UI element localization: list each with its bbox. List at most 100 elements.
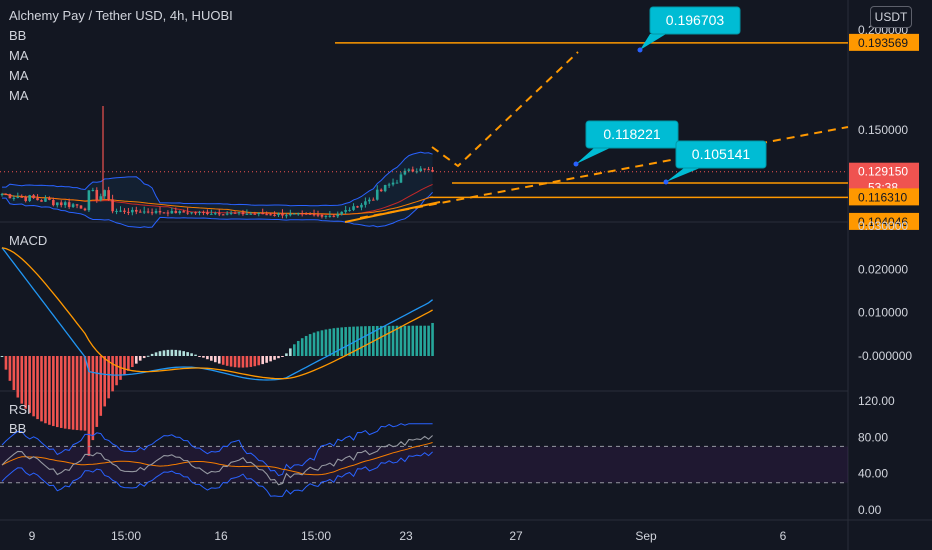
rsi-pane[interactable] — [0, 423, 848, 497]
macd-histogram-bar — [56, 356, 59, 428]
rsi-line — [1, 435, 433, 486]
macd-histogram-bar — [328, 328, 332, 356]
price-callout[interactable] — [649, 6, 741, 35]
level-price-tag[interactable] — [849, 33, 919, 51]
candle-body — [71, 204, 75, 207]
macd-histogram-bar — [352, 326, 355, 356]
macd-histogram-bar — [24, 356, 27, 409]
level-price-tag[interactable] — [849, 212, 919, 230]
candle-body — [261, 212, 264, 215]
price-callout[interactable] — [585, 120, 679, 149]
candle-body — [12, 197, 16, 199]
candle-body — [59, 202, 63, 206]
candle-body — [174, 210, 178, 214]
macd-histogram-bar — [44, 356, 47, 424]
macd-histogram-bar — [190, 353, 193, 356]
macd-histogram-bar — [162, 350, 166, 356]
price-callout-label[interactable]: 0.118221 — [603, 126, 661, 142]
price-callout-label[interactable]: 0.196703 — [666, 12, 725, 28]
price-pane[interactable] — [0, 106, 848, 229]
candle-body — [273, 214, 276, 216]
trendline-projection[interactable] — [359, 126, 849, 219]
candle-body — [44, 198, 47, 202]
macd-histogram-bar — [150, 353, 154, 356]
candle-body — [182, 211, 185, 213]
macd-histogram-bar — [375, 325, 379, 356]
candle-body — [293, 213, 296, 215]
candle-body — [79, 205, 83, 209]
annotations[interactable]: 0.196703 0.118221 0.105141 — [335, 6, 849, 223]
candle-body — [210, 213, 213, 215]
rsi-band-fill — [0, 446, 848, 483]
macd-histogram-bar — [364, 326, 367, 356]
candle-body — [277, 213, 280, 216]
macd-histogram-bar — [4, 356, 8, 370]
candle-body — [91, 189, 95, 191]
macd-tick-label: -0.000000 — [858, 349, 912, 363]
candle-body — [348, 209, 351, 211]
candle-body — [221, 214, 225, 216]
rsi-title[interactable]: RSI — [9, 402, 31, 417]
price-callout[interactable] — [675, 140, 767, 169]
macd-histogram-bar — [407, 325, 411, 356]
time-axis[interactable]: 9 15:00 16 15:00 23 27 Sep 6 — [29, 529, 787, 543]
macd-pane[interactable] — [0, 247, 434, 456]
candle-body — [8, 194, 12, 199]
macd-histogram-bar — [166, 349, 170, 356]
candle-body — [344, 210, 347, 212]
candle-body — [289, 213, 292, 216]
candle-body — [115, 210, 118, 212]
macd-histogram-bar — [336, 327, 340, 356]
macd-histogram-bar — [75, 356, 79, 431]
currency-button[interactable]: USDT — [870, 6, 912, 28]
current-price-value: 0.129150 — [858, 165, 908, 179]
rsi-ma-line — [1, 442, 433, 476]
macd-histogram-bar — [249, 356, 253, 367]
macd-histogram-bar — [233, 356, 237, 368]
candle-body — [387, 184, 391, 186]
rsi-bb-label[interactable]: BB — [9, 421, 27, 436]
candle-body — [375, 189, 379, 200]
macd-histogram-bar — [127, 356, 130, 371]
macd-histogram-bar — [261, 356, 264, 365]
moving-average-line — [2, 193, 433, 215]
chart-title: Alchemy Pay / Tether USD, 4h, HUOBI — [9, 8, 233, 23]
projection-path[interactable] — [431, 51, 579, 168]
candle-body — [107, 190, 110, 200]
time-tick-label: 15:00 — [111, 529, 141, 543]
macd-title[interactable]: MACD — [9, 233, 48, 248]
level-price-tag[interactable] — [849, 188, 919, 206]
macd-histogram-bar — [32, 356, 35, 417]
candle-body — [320, 214, 324, 217]
candle-body — [403, 170, 407, 175]
indicator-ma2-label[interactable]: MA — [9, 68, 29, 83]
macd-histogram-bar — [391, 325, 395, 356]
price-axis[interactable]: 0.2000000.1500000.1935690.12915053:380.1… — [849, 23, 919, 517]
bollinger-lower-line — [2, 191, 433, 229]
macd-histogram-bar — [217, 356, 221, 364]
indicator-ma1-label[interactable]: MA — [9, 48, 29, 63]
candle-body — [138, 211, 142, 213]
macd-histogram-bar — [269, 356, 272, 362]
candle-body — [368, 199, 371, 202]
macd-histogram-bar — [431, 322, 434, 356]
candle-body — [265, 214, 268, 216]
candle-body — [162, 212, 166, 214]
candle-body — [131, 209, 134, 213]
candle-body — [56, 202, 59, 206]
macd-histogram-bar — [182, 351, 185, 356]
macd-histogram-bar — [170, 349, 174, 356]
macd-histogram-bar — [308, 334, 312, 356]
candle-body — [395, 182, 399, 184]
rsi-tick-label: 120.00 — [858, 394, 895, 408]
macd-histogram-bar — [387, 325, 391, 356]
macd-histogram-bar — [340, 327, 343, 356]
callout-pointer — [576, 148, 610, 164]
candle-body — [356, 206, 359, 208]
price-callout-label[interactable]: 0.105141 — [692, 146, 751, 162]
macd-histogram-bar — [12, 356, 16, 391]
indicator-ma3-label[interactable]: MA — [9, 88, 29, 103]
indicator-bb-label[interactable]: BB — [9, 28, 27, 43]
